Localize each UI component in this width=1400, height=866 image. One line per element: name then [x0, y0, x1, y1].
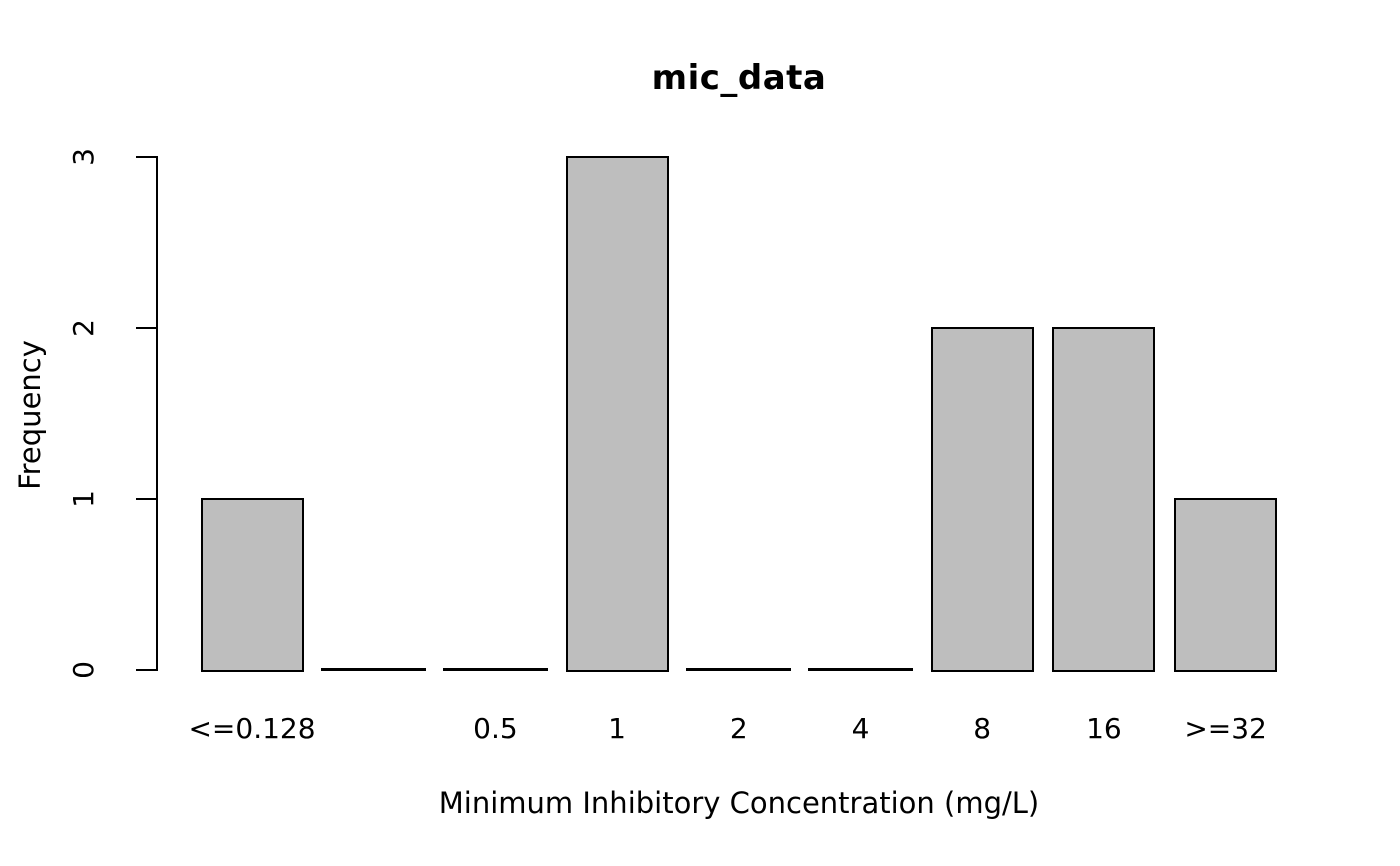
- y-tick-label: 0: [67, 661, 100, 679]
- y-axis-tick: [136, 156, 156, 158]
- x-tick-label: 8: [973, 712, 992, 745]
- y-tick-label: 2: [67, 319, 100, 337]
- bar-<=0.128: [200, 498, 304, 672]
- x-tick-label: <=0.128: [188, 712, 316, 745]
- x-tick-label: 4: [851, 712, 870, 745]
- zero-bar-slot-1: [321, 668, 427, 671]
- x-tick-label: 1: [608, 712, 626, 745]
- y-axis-tick: [136, 669, 156, 671]
- bar-8: [930, 327, 1034, 672]
- bar->=32: [1174, 498, 1278, 672]
- x-axis-title: Minimum Inhibitory Concentration (mg/L): [438, 786, 1040, 820]
- y-tick-label: 1: [67, 490, 100, 508]
- zero-bar-0.5: [442, 668, 548, 671]
- x-tick-label: 0.5: [473, 712, 518, 745]
- x-tick-label: 16: [1086, 712, 1122, 745]
- x-tick-label: >=32: [1184, 712, 1267, 745]
- x-tick-label: 2: [729, 712, 748, 745]
- y-axis-title: Frequency: [13, 340, 47, 490]
- y-tick-label: 3: [67, 148, 100, 166]
- y-axis-tick: [136, 327, 156, 329]
- bar-16: [1052, 327, 1156, 672]
- zero-bar-2: [686, 668, 792, 671]
- chart-title: mic_data: [651, 58, 827, 98]
- bar-1: [565, 156, 669, 672]
- y-axis-tick: [136, 498, 156, 500]
- zero-bar-4: [808, 668, 913, 671]
- y-axis-line: [156, 156, 158, 671]
